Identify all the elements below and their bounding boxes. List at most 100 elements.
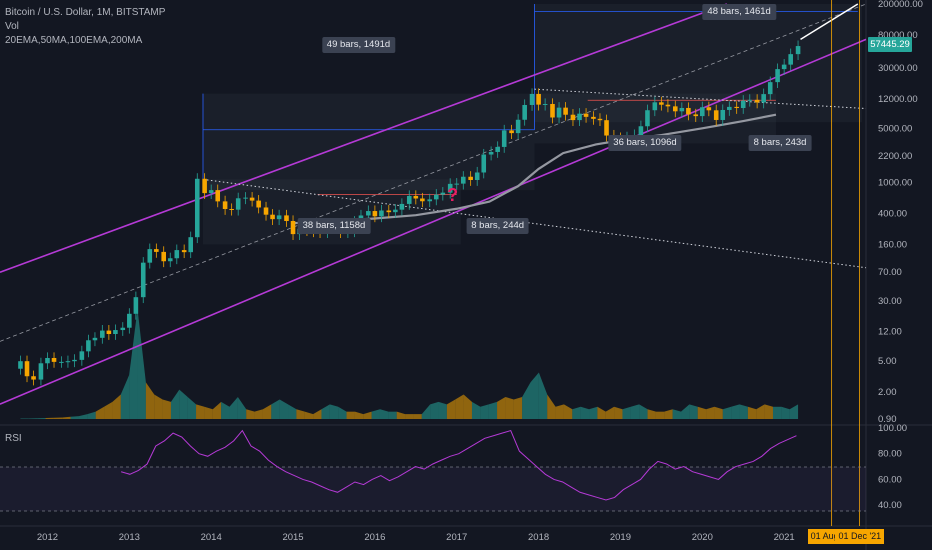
volume-segment: [112, 394, 121, 419]
volume-segment: [672, 409, 682, 419]
candle-body: [542, 103, 548, 105]
volume-segment: [346, 411, 355, 419]
volume-segment: [722, 406, 732, 419]
volume-segment: [87, 411, 96, 419]
candle-body: [133, 297, 139, 314]
candle-body: [645, 110, 650, 127]
candle-body: [693, 114, 699, 117]
volume-segment: [104, 401, 113, 419]
volume-segment: [246, 409, 255, 419]
candle-body: [18, 361, 23, 369]
bar-count-annotation[interactable]: 38 bars, 1158d: [297, 217, 371, 234]
bar-count-annotation[interactable]: 48 bars, 1461d: [702, 3, 776, 20]
price-tick-label: 30000.00: [878, 63, 918, 74]
candle-body: [474, 172, 480, 181]
volume-segment: [555, 404, 564, 419]
candle-body: [386, 210, 392, 213]
volume-segment: [279, 399, 289, 419]
volume-segment: [37, 418, 46, 419]
volume-segment: [572, 406, 581, 419]
volume-segment: [196, 404, 205, 419]
volume-segment: [154, 394, 163, 419]
candle-body: [202, 178, 207, 194]
candle-body: [147, 249, 153, 263]
measure-box-3: [202, 179, 461, 245]
volume-segment: [547, 394, 556, 419]
channel-lower: [0, 38, 867, 405]
bar-count-annotation[interactable]: 36 bars, 1096d: [608, 135, 682, 152]
volume-segment: [288, 404, 297, 419]
volume-segment: [413, 414, 422, 419]
volume-legend: Vol: [5, 21, 19, 32]
candle-body: [454, 183, 460, 185]
candle-body: [468, 176, 473, 181]
candle-body: [570, 114, 576, 121]
candle-body: [413, 195, 419, 199]
volume-segment: [455, 394, 464, 419]
volume-segment: [589, 406, 598, 419]
volume-segment: [145, 382, 155, 419]
downtrend-1: [202, 178, 867, 269]
candle-body: [495, 146, 500, 152]
price-tick-label: 5.00: [878, 356, 897, 367]
volume-segment: [530, 372, 539, 419]
candle-body: [591, 116, 596, 119]
candle-body: [194, 178, 200, 238]
candle-body: [393, 209, 398, 213]
candle-body: [229, 208, 234, 210]
volume-segment: [371, 409, 380, 419]
candle-body: [366, 211, 371, 216]
volume-segment: [789, 404, 799, 419]
measure-box-2: [534, 4, 862, 123]
volume-segment: [689, 404, 698, 419]
volume-segment: [396, 411, 406, 419]
volume-segment: [630, 404, 640, 419]
volume-segment: [229, 397, 238, 419]
chart-legend: Bitcoin / U.S. Dollar, 1M, BITSTAMP Vol …: [5, 6, 165, 48]
candle-body: [284, 215, 289, 222]
price-tick-label: 70.00: [878, 267, 902, 278]
candle-body: [706, 107, 712, 111]
volume-segment: [70, 416, 79, 419]
volume-segment: [271, 399, 280, 419]
volume-segment: [187, 397, 197, 419]
candle-body: [447, 183, 453, 193]
volume-segment: [706, 406, 715, 419]
volume-segment: [162, 399, 171, 419]
candle-body: [276, 215, 282, 220]
candle-body: [65, 361, 71, 363]
candle-body: [174, 250, 180, 259]
candle-body: [188, 237, 194, 253]
bar-count-annotation[interactable]: 8 bars, 243d: [748, 135, 812, 152]
price-tick-label: 400.00: [878, 208, 907, 219]
bar-count-annotation[interactable]: 49 bars, 1491d: [321, 36, 396, 53]
volume-segment: [237, 397, 247, 419]
candle-body: [120, 327, 126, 331]
candle-body: [181, 250, 187, 253]
candle-body: [583, 113, 589, 117]
volume-segment: [739, 404, 748, 419]
time-tick-label: 2012: [37, 532, 58, 543]
candle-body: [399, 203, 405, 210]
candle-body: [488, 151, 494, 155]
volume-segment: [53, 417, 63, 419]
price-tick-label: 2200.00: [878, 151, 912, 162]
question-mark-annotation[interactable]: ?: [447, 184, 459, 205]
candle-body: [761, 94, 766, 103]
volume-segment: [647, 409, 656, 419]
candle-body: [59, 361, 64, 363]
volume-segment: [580, 406, 590, 419]
price-tick-label: 30.00: [878, 296, 902, 307]
candle-body: [440, 192, 446, 195]
candle-body: [167, 258, 173, 262]
candle-body: [652, 102, 658, 111]
volume-segment: [681, 404, 690, 419]
bar-count-annotation[interactable]: 8 bars, 244d: [466, 217, 530, 234]
candle-body: [481, 154, 487, 173]
price-tick-label: 200000.00: [878, 0, 923, 10]
volume-segment: [120, 375, 130, 419]
volume-segment: [697, 406, 707, 419]
volume-segment: [170, 389, 180, 419]
volume-segment: [313, 409, 322, 419]
